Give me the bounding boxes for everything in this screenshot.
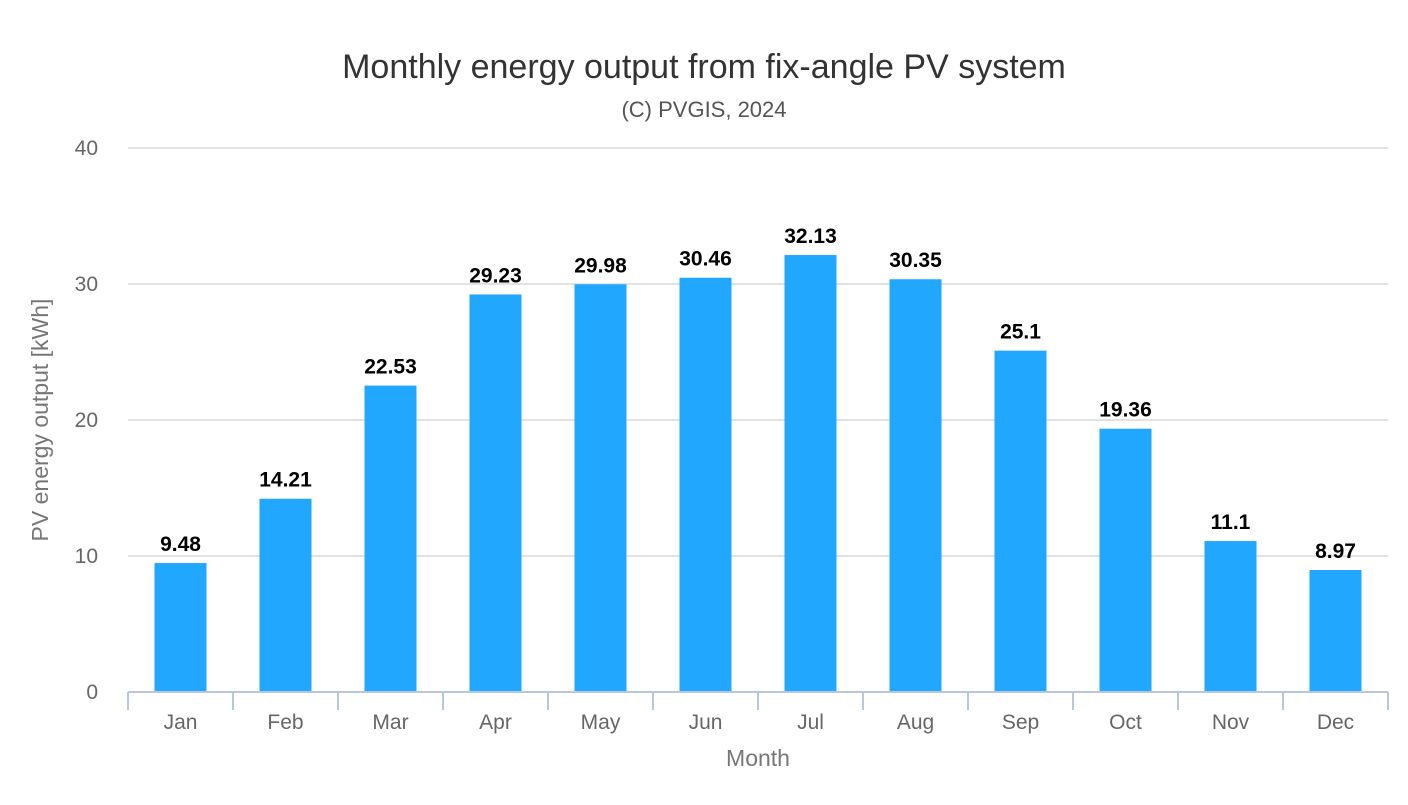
x-tick-label-jan: Jan [164, 711, 198, 734]
data-label-may: 29.98 [574, 254, 627, 277]
y-tick-label: 10 [75, 545, 98, 568]
bars [154, 255, 1362, 693]
data-label-nov: 11.1 [1211, 511, 1251, 534]
bar-apr [469, 294, 522, 692]
x-tick-label-oct: Oct [1109, 711, 1142, 734]
x-tick-label-mar: Mar [372, 711, 408, 734]
bar-jun [679, 277, 732, 692]
bar-mar [364, 385, 417, 692]
chart-subtitle: (C) PVGIS, 2024 [621, 97, 786, 122]
data-label-sep: 25.1 [1000, 321, 1041, 344]
x-axis-title: Month [726, 745, 790, 771]
x-tick-label-aug: Aug [897, 711, 934, 734]
y-tick-label: 30 [75, 273, 98, 296]
bar-nov [1204, 541, 1257, 692]
bar-jul [784, 255, 837, 693]
data-labels: 9.48 14.21 22.53 29.23 29.98 30.46 32.13 30.35 2… [160, 225, 1356, 563]
data-label-jun: 30.46 [679, 248, 732, 271]
bar-jan [154, 563, 207, 692]
data-label-aug: 30.35 [889, 249, 942, 272]
data-label-dec: 8.97 [1315, 540, 1356, 563]
data-label-feb: 14.21 [259, 469, 312, 492]
data-label-jul: 32.13 [784, 225, 837, 248]
x-tick-label-dec: Dec [1317, 711, 1354, 734]
data-label-apr: 29.23 [469, 264, 522, 287]
chart-title: Monthly energy output from fix-angle PV … [342, 48, 1066, 86]
bar-feb [259, 498, 312, 692]
x-tick-label-feb: Feb [267, 711, 303, 734]
data-label-oct: 19.36 [1099, 399, 1152, 422]
x-tick-label-sep: Sep [1002, 711, 1039, 734]
y-tick-label: 40 [75, 137, 98, 160]
data-label-jan: 9.48 [160, 533, 201, 556]
y-axis-title: PV energy output [kWh] [27, 299, 53, 542]
gridlines [128, 147, 1388, 557]
y-tick-label: 20 [75, 409, 98, 432]
bar-may [574, 284, 627, 692]
bar-oct [1099, 428, 1152, 692]
x-tick-label-jun: Jun [689, 711, 723, 734]
bar-sep [994, 350, 1047, 692]
y-tick-label: 0 [86, 681, 98, 704]
bar-dec [1309, 570, 1362, 692]
x-axis: Jan Feb Mar Apr May Jun Jul Aug Sep Oct Nov Dec [127, 691, 1389, 734]
data-label-mar: 22.53 [364, 356, 417, 379]
x-tick-label-apr: Apr [479, 711, 512, 734]
x-tick-label-may: May [581, 711, 621, 734]
y-axis-ticks: 0 10 20 30 40 [75, 137, 98, 704]
bar-aug [889, 279, 942, 692]
x-tick-label-jul: Jul [797, 711, 824, 734]
x-tick-label-nov: Nov [1212, 711, 1250, 734]
